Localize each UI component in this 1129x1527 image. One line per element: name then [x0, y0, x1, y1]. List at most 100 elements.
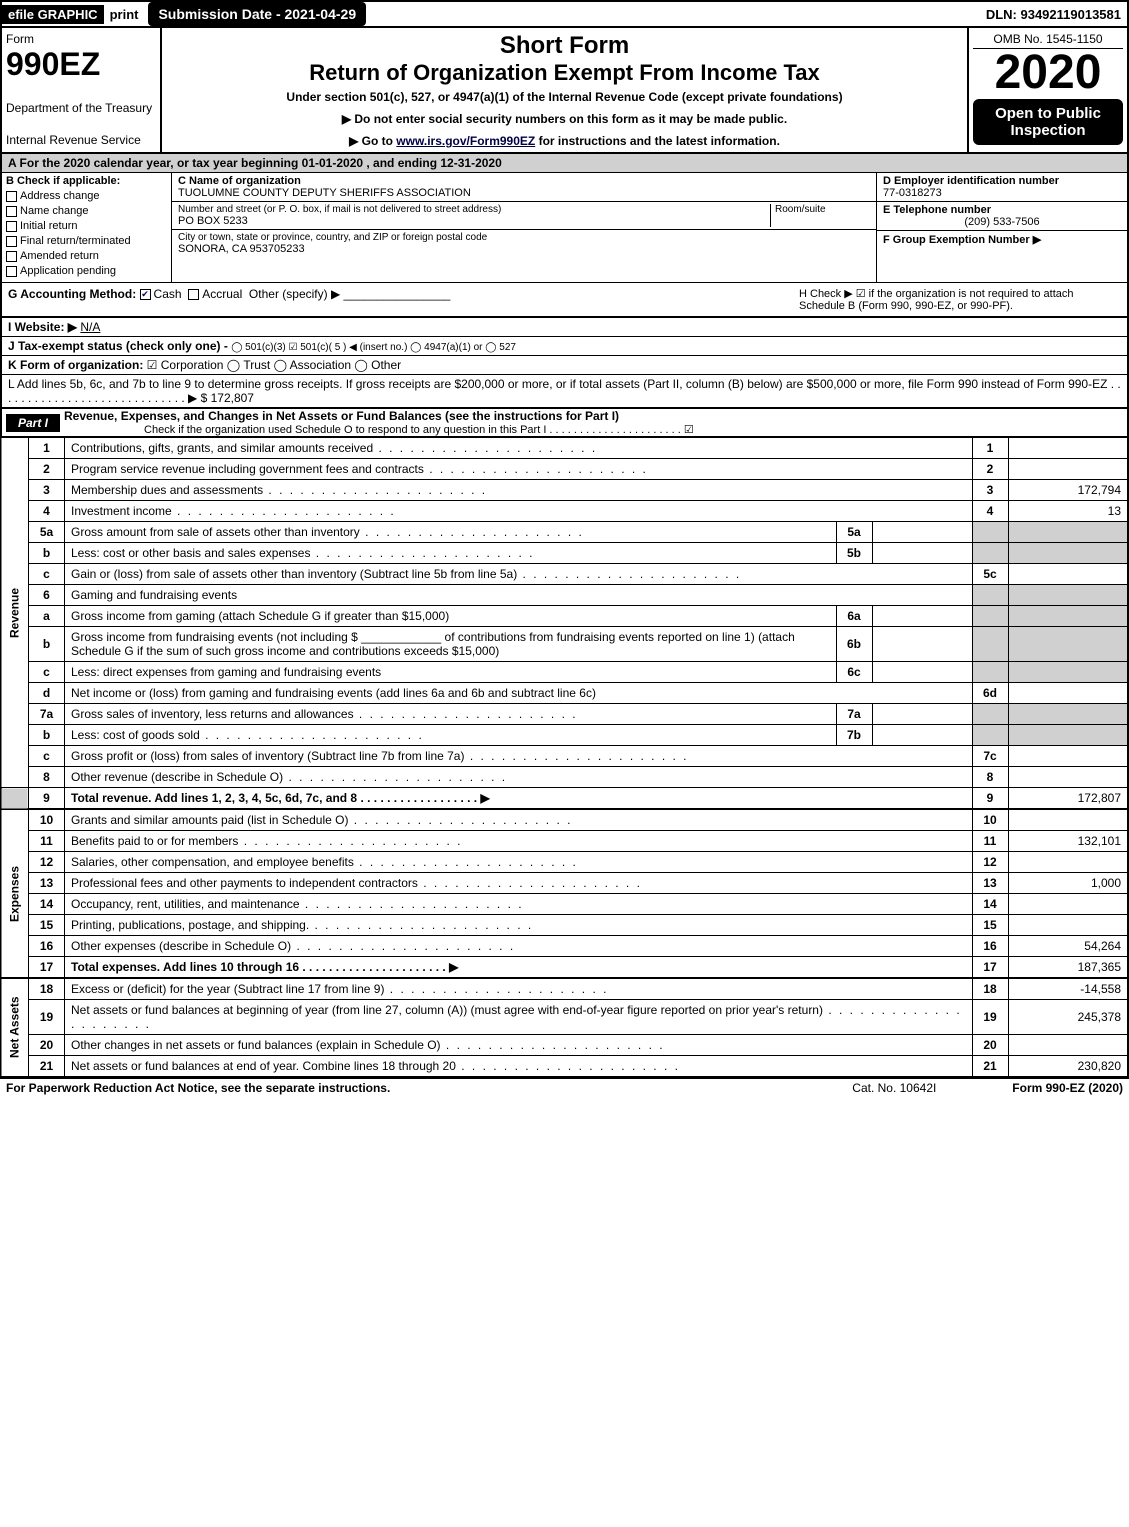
r21-rn: 21 [972, 1056, 1008, 1078]
b-opt-amended: Amended return [6, 250, 167, 262]
r5b-num: b [29, 543, 65, 564]
e-phone-row: E Telephone number (209) 533-7506 [877, 202, 1127, 231]
r3-val: 172,794 [1008, 480, 1128, 501]
org-city: SONORA, CA 953705233 [178, 243, 870, 255]
r1-desc: Contributions, gifts, grants, and simila… [71, 441, 597, 455]
r16-rn: 16 [972, 936, 1008, 957]
g-label: G Accounting Method: [8, 287, 136, 301]
r17-val: 187,365 [1008, 957, 1128, 979]
d-ein-row: D Employer identification number 77-0318… [877, 173, 1127, 202]
r6-num: 6 [29, 585, 65, 606]
r6a-sn: 6a [836, 606, 872, 627]
r21-num: 21 [29, 1056, 65, 1078]
r7b-sv [872, 725, 972, 746]
row-18: Net Assets 18 Excess or (deficit) for th… [1, 978, 1128, 1000]
r6a-rshade [972, 606, 1008, 627]
r6c-rshade [972, 662, 1008, 683]
l-gross-receipts-row: L Add lines 5b, 6c, and 7b to line 9 to … [0, 375, 1129, 409]
r7a-num: 7a [29, 704, 65, 725]
r7c-val [1008, 746, 1128, 767]
r12-desc: Salaries, other compensation, and employ… [71, 855, 578, 869]
org-address: PO BOX 5233 [178, 215, 770, 227]
row-1: Revenue 1 Contributions, gifts, grants, … [1, 438, 1128, 459]
r16-desc: Other expenses (describe in Schedule O) [71, 939, 515, 953]
row-2: 2 Program service revenue including gove… [1, 459, 1128, 480]
part1-table: Revenue 1 Contributions, gifts, grants, … [0, 437, 1129, 1078]
r6-desc: Gaming and fundraising events [65, 585, 973, 606]
row-6c: c Less: direct expenses from gaming and … [1, 662, 1128, 683]
goto-note: ▶ Go to www.irs.gov/Form990EZ for instru… [166, 134, 963, 148]
d-label: D Employer identification number [883, 175, 1121, 187]
accrual-checkbox [188, 289, 199, 300]
r6b-rshade [972, 627, 1008, 662]
ssn-warning: ▶ Do not enter social security numbers o… [166, 112, 963, 126]
row-17: 17 Total expenses. Add lines 10 through … [1, 957, 1128, 979]
r7a-sn: 7a [836, 704, 872, 725]
row-5a: 5a Gross amount from sale of assets othe… [1, 522, 1128, 543]
r5c-rn: 5c [972, 564, 1008, 585]
r9-val: 172,807 [1008, 788, 1128, 810]
accounting-row: G Accounting Method: Cash Accrual Other … [0, 282, 1129, 318]
row-5c: c Gain or (loss) from sale of assets oth… [1, 564, 1128, 585]
r6b-sv [872, 627, 972, 662]
r7a-rshade [972, 704, 1008, 725]
info-block: B Check if applicable: Address change Na… [0, 173, 1129, 282]
r13-rn: 13 [972, 873, 1008, 894]
r5b-sn: 5b [836, 543, 872, 564]
r18-num: 18 [29, 978, 65, 1000]
row-10: Expenses 10 Grants and similar amounts p… [1, 809, 1128, 831]
k-label: K Form of organization: [8, 358, 143, 372]
r7b-num: b [29, 725, 65, 746]
revenue-vert-label: Revenue [1, 438, 29, 788]
r8-rn: 8 [972, 767, 1008, 788]
return-title: Return of Organization Exempt From Incom… [166, 60, 963, 86]
row-3: 3 Membership dues and assessments 3 172,… [1, 480, 1128, 501]
r1-num: 1 [29, 438, 65, 459]
tax-year: 2020 [973, 49, 1123, 97]
r11-num: 11 [29, 831, 65, 852]
r10-val [1008, 809, 1128, 831]
r12-val [1008, 852, 1128, 873]
r5a-sn: 5a [836, 522, 872, 543]
irs-link[interactable]: www.irs.gov/Form990EZ [396, 134, 535, 148]
cash-label: Cash [154, 287, 182, 301]
irs-label: Internal Revenue Service [6, 133, 156, 147]
addr-label: Number and street (or P. O. box, if mail… [178, 204, 770, 215]
netassets-vert-label: Net Assets [1, 978, 29, 1077]
f-group-row: F Group Exemption Number ▶ [877, 231, 1127, 248]
k-form-org-row: K Form of organization: ☑ Corporation ◯ … [0, 356, 1129, 375]
row-14: 14 Occupancy, rent, utilities, and maint… [1, 894, 1128, 915]
k-options: ☑ Corporation ◯ Trust ◯ Association ◯ Ot… [147, 358, 401, 372]
part1-header: Part I Revenue, Expenses, and Changes in… [0, 409, 1129, 437]
row-13: 13 Professional fees and other payments … [1, 873, 1128, 894]
r7c-desc: Gross profit or (loss) from sales of inv… [71, 749, 689, 763]
print-label[interactable]: print [104, 5, 145, 24]
part1-title: Revenue, Expenses, and Changes in Net As… [64, 409, 694, 423]
other-label: Other (specify) ▶ [249, 287, 340, 301]
r3-num: 3 [29, 480, 65, 501]
r7c-num: c [29, 746, 65, 767]
r6a-vshade [1008, 606, 1128, 627]
r15-desc: Printing, publications, postage, and shi… [71, 918, 533, 932]
r18-val: -14,558 [1008, 978, 1128, 1000]
r3-desc: Membership dues and assessments [71, 483, 487, 497]
r21-desc: Net assets or fund balances at end of ye… [71, 1059, 680, 1073]
r19-rn: 19 [972, 1000, 1008, 1035]
r1-val [1008, 438, 1128, 459]
r7b-desc: Less: cost of goods sold [71, 728, 424, 742]
r5c-desc: Gain or (loss) from sale of assets other… [71, 567, 741, 581]
r16-val: 54,264 [1008, 936, 1128, 957]
r5a-desc: Gross amount from sale of assets other t… [71, 525, 584, 539]
row-6d: d Net income or (loss) from gaming and f… [1, 683, 1128, 704]
f-label: F Group Exemption Number ▶ [883, 233, 1121, 246]
r4-num: 4 [29, 501, 65, 522]
open-public-badge: Open to Public Inspection [973, 99, 1123, 145]
part1-check-o: Check if the organization used Schedule … [64, 423, 694, 436]
r12-rn: 12 [972, 852, 1008, 873]
header-right: OMB No. 1545-1150 2020 Open to Public In… [967, 28, 1127, 152]
j-label: J Tax-exempt status (check only one) - [8, 339, 228, 353]
r18-rn: 18 [972, 978, 1008, 1000]
under-section: Under section 501(c), 527, or 4947(a)(1)… [166, 90, 963, 104]
r14-val [1008, 894, 1128, 915]
r5b-vshade [1008, 543, 1128, 564]
